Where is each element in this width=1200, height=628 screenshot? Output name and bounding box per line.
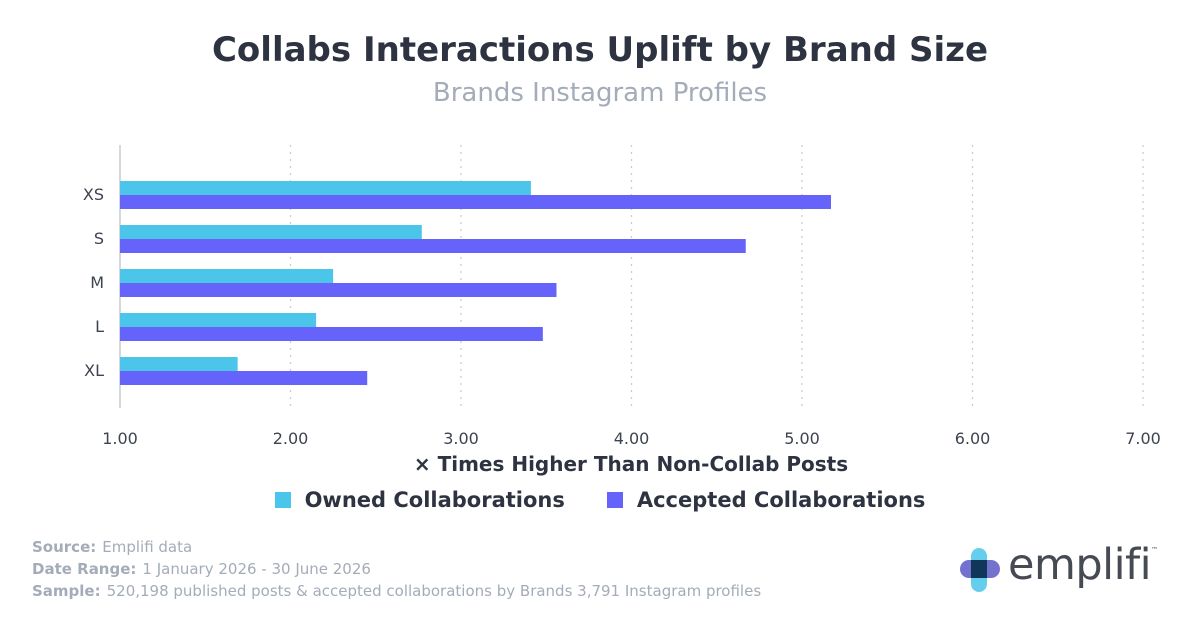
legend-item-owned[interactable]: Owned Collaborations [274,488,565,512]
chart-title: Collabs Interactions Uplift by Brand Siz… [211,30,989,70]
legend-swatch-accepted [606,492,623,508]
bar-accepted-m [120,283,557,297]
y-category-label: XS [83,185,104,204]
logo-wordmark: emplifi [1008,540,1152,590]
x-tick-label: 5.00 [784,429,820,448]
bar-accepted-xl [120,371,368,385]
chart-footer: Source: Emplifi data Date Range: 1 January… [32,536,761,602]
x-tick-label: 3.00 [443,429,479,448]
footer-range-value: 1 January 2026 - 30 June 2026 [142,560,371,578]
footer-source-value: Emplifi data [102,538,193,556]
bar-owned-s [120,225,422,239]
bar-owned-xs [120,181,531,195]
footer-range-label: Date Range: [32,560,137,578]
y-category-label: L [95,317,104,336]
legend-item-accepted[interactable]: Accepted Collaborations [606,488,926,512]
footer-sample-value: 520,198 published posts & accepted colla… [106,582,762,600]
emplifi-logo-icon [960,548,1000,592]
bar-accepted-xs [120,195,831,209]
footer-sample-label: Sample: [32,582,101,600]
x-tick-label: 6.00 [955,429,991,448]
chart-legend: Owned Collaborations Accepted Collaborat… [0,488,1200,512]
footer-sample: Sample: 520,198 published posts & accepte… [32,580,761,602]
footer-date-range: Date Range: 1 January 2026 - 30 June 2026 [32,558,761,580]
x-tick-label: 2.00 [273,429,309,448]
logo-trademark: ™ [1151,546,1158,554]
bar-owned-m [120,269,334,283]
bar-owned-xl [120,357,238,371]
chart-subtitle: Brands Instagram Profiles [432,78,768,108]
legend-label-accepted: Accepted Collaborations [636,488,926,512]
bar-owned-l [120,313,317,327]
footer-source-label: Source: [32,538,97,556]
legend-swatch-owned [274,492,291,508]
y-category-label: S [94,229,104,248]
emplifi-logo: emplifi ™ [958,540,1168,594]
x-tick-label: 4.00 [614,429,650,448]
y-category-label: M [90,273,104,292]
x-tick-label: 7.00 [1125,429,1161,448]
x-axis-title: × Times Higher Than Non-Collab Posts [414,452,848,476]
bar-accepted-s [120,239,746,253]
y-category-label: XL [84,361,104,380]
legend-label-owned: Owned Collaborations [304,488,565,512]
footer-source: Source: Emplifi data [32,536,761,558]
x-tick-label: 1.00 [102,429,138,448]
bar-accepted-l [120,327,543,341]
